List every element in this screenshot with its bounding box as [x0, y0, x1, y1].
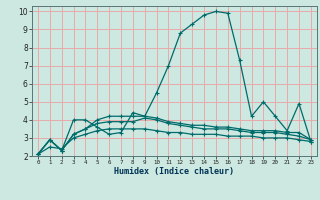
X-axis label: Humidex (Indice chaleur): Humidex (Indice chaleur): [115, 167, 234, 176]
